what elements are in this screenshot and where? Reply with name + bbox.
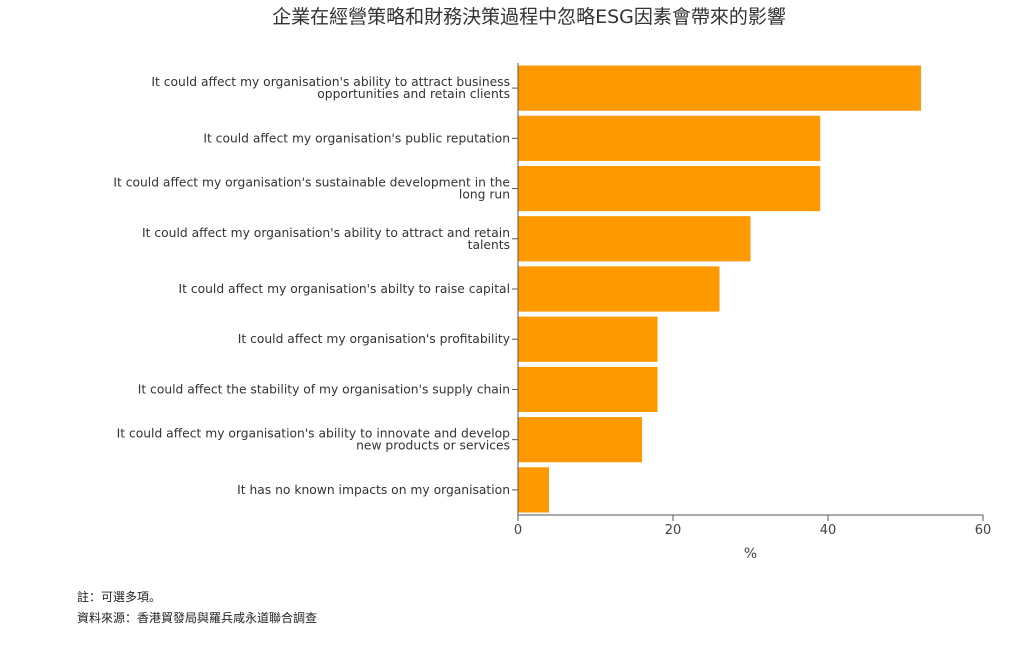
bar-4	[518, 216, 751, 262]
category-label-7: It could affect the stability of my orga…	[138, 382, 510, 396]
category-label-1: It could affect my organisation's abilit…	[151, 75, 510, 101]
bars-layer	[518, 65, 921, 513]
x-axis-title: %	[744, 546, 757, 562]
category-label-2: It could affect my organisation's public…	[203, 131, 510, 145]
category-label-3: It could affect my organisation's sustai…	[113, 176, 510, 202]
bar-2	[518, 115, 821, 161]
bar-8	[518, 417, 642, 463]
y-axis: It could affect my organisation's abilit…	[113, 63, 519, 515]
bar-7	[518, 366, 658, 413]
bar-3	[518, 165, 821, 212]
bar-5	[518, 266, 720, 312]
x-axis: 0 20 40 60%	[514, 514, 992, 562]
x-tick-label-40: 40	[820, 523, 837, 538]
x-tick-label-20: 20	[665, 523, 682, 538]
category-label-9: It has no known impacts on my organisati…	[237, 483, 510, 497]
category-label-4: It could affect my organisation's abilit…	[142, 226, 510, 252]
x-tick-label-0: 0	[514, 523, 522, 538]
footnote-note: 註：可選多項。	[77, 590, 162, 604]
bar-1	[518, 65, 921, 111]
category-label-6: It could affect my organisation's profit…	[238, 332, 510, 346]
category-label-5: It could affect my organisation's abilty…	[178, 282, 510, 296]
bar-6	[518, 316, 658, 362]
bar-9	[518, 467, 549, 513]
footnote-source: 資料來源：香港貿發局與羅兵咸永道聯合調查	[77, 611, 318, 625]
chart-title: 企業在經營策略和財務決策過程中忽略ESG因素會帶來的影響	[272, 6, 786, 28]
x-tick-label-60: 60	[975, 523, 992, 538]
category-label-8: It could affect my organisation's abilit…	[117, 427, 511, 453]
